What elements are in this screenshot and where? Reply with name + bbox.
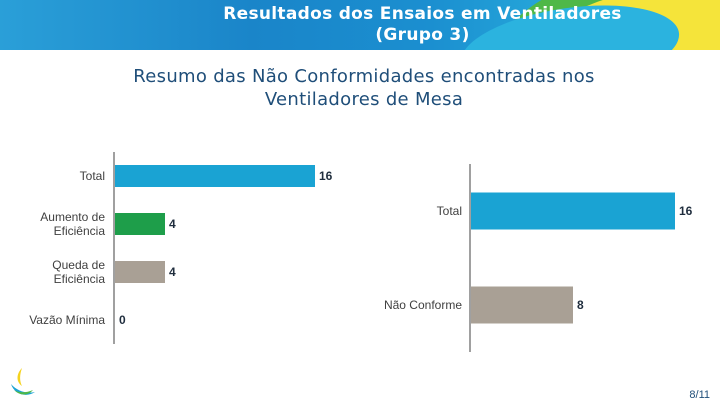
leaf-logo-icon	[11, 368, 35, 395]
value-label-total: 16	[679, 204, 693, 218]
page-subtitle-line1: Resumo das Não Conformidades encontradas…	[133, 66, 595, 87]
value-label-vazao-minima: 0	[119, 313, 126, 327]
category-label-queda-de-eficiencia: Queda de Eficiência	[52, 258, 105, 286]
value-label-total: 16	[319, 169, 333, 183]
page-title-line2: (Grupo 3)	[375, 25, 470, 45]
chart-total-vs-nonconforming: Total 16 Não Conforme 8	[384, 164, 693, 352]
page-subtitle: Resumo das Não Conformidades encontradas…	[0, 65, 720, 111]
page-subtitle-line2: Ventiladores de Mesa	[264, 89, 464, 110]
value-label-nao-conforme: 8	[577, 298, 584, 312]
page-number: 8/11	[689, 389, 710, 401]
category-label-aumento-de-eficiencia: Aumento de Eficiência	[40, 210, 105, 238]
chart-nonconformity-breakdown: Total 16 Aumento de Eficiência 4 Queda de Efic…	[29, 152, 333, 344]
bar-total	[471, 192, 675, 230]
page-title: Resultados dos Ensaios em Ventiladores (…	[0, 4, 720, 46]
value-label-aumento-de-eficiencia: 4	[169, 217, 176, 231]
page-title-line1: Resultados dos Ensaios em Ventiladores	[223, 4, 622, 24]
header-banner: Resultados dos Ensaios em Ventiladores (…	[0, 0, 720, 50]
bar-nao-conforme	[471, 286, 573, 324]
bar-queda-de-eficiencia	[115, 261, 165, 283]
category-label-total: Total	[80, 169, 105, 183]
bar-total	[115, 165, 315, 187]
bar-aumento-de-eficiencia	[115, 213, 165, 235]
category-label-vazao-minima: Vazão Mínima	[29, 313, 105, 327]
value-label-queda-de-eficiencia: 4	[169, 265, 176, 279]
category-label-nao-conforme: Não Conforme	[384, 298, 462, 312]
category-label-total: Total	[437, 204, 462, 218]
